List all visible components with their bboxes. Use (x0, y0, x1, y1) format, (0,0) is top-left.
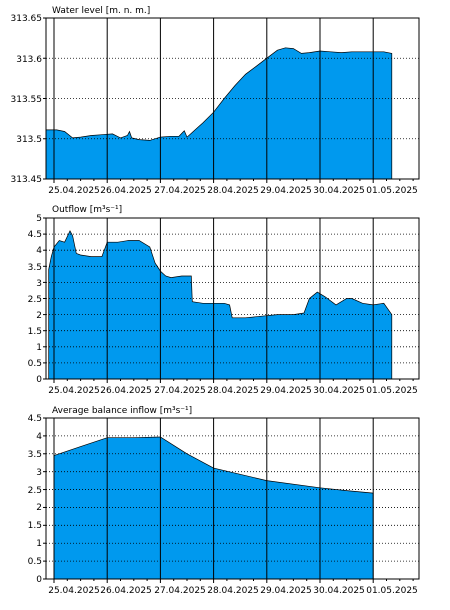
y-tick-label: 2 (36, 503, 42, 513)
x-tick-label: 01.05.2025 (366, 186, 418, 196)
y-tick-label: 1 (36, 343, 42, 353)
water-level-y-ticks: 313.45 313.5 313.55 313.6 313.65 (11, 14, 43, 185)
x-tick-label: 30.04.2025 (313, 586, 365, 596)
x-tick-label: 27.04.2025 (154, 586, 206, 596)
y-tick-label: 1 (36, 539, 42, 549)
x-tick-label: 29.04.2025 (260, 186, 312, 196)
x-tick-label: 26.04.2025 (100, 186, 152, 196)
series-area (48, 230, 393, 380)
y-tick-label: 313.5 (16, 135, 42, 145)
chart-outflow: Outflow [m³s⁻¹] 0 0.5 1 1.5 2 2.5 3 3.5 … (28, 205, 420, 396)
x-tick-label: 29.04.2025 (260, 386, 312, 396)
y-tick-label: 0.5 (28, 359, 42, 369)
x-tick-label: 26.04.2025 (100, 586, 152, 596)
y-tick-label: 1.5 (28, 327, 42, 337)
x-tick-label: 25.04.2025 (48, 186, 100, 196)
chart-average-balance-inflow: Average balance inflow [m³s⁻¹] 0 0.5 1 1… (28, 406, 420, 596)
inflow-y-ticks: 0 0.5 1 1.5 2 2.5 3 3.5 4 4.5 (28, 414, 43, 585)
x-tick-label: 25.04.2025 (48, 386, 100, 396)
inflow-title: Average balance inflow [m³s⁻¹] (52, 406, 192, 416)
y-tick-label: 313.65 (11, 14, 43, 24)
x-tick-label: 29.04.2025 (260, 586, 312, 596)
y-tick-label: 5 (36, 214, 42, 224)
water-level-x-ticks: 25.04.2025 26.04.2025 27.04.2025 28.04.2… (48, 186, 418, 196)
y-tick-label: 4.5 (28, 230, 42, 240)
x-tick-label: 30.04.2025 (313, 386, 365, 396)
x-tick-label: 01.05.2025 (366, 386, 418, 396)
x-tick-label: 25.04.2025 (48, 586, 100, 596)
chart-water-level: Water level [m. n. m.] 313.45 313.5 313.… (11, 6, 420, 196)
y-tick-label: 3 (36, 279, 42, 289)
x-tick-label: 01.05.2025 (366, 586, 418, 596)
x-tick-label: 26.04.2025 (100, 386, 152, 396)
y-tick-label: 3.5 (28, 263, 42, 273)
x-tick-label: 27.04.2025 (154, 186, 206, 196)
y-tick-label: 4 (36, 432, 42, 442)
inflow-x-ticks: 25.04.2025 26.04.2025 27.04.2025 28.04.2… (48, 586, 418, 596)
outflow-x-ticks: 25.04.2025 26.04.2025 27.04.2025 28.04.2… (48, 386, 418, 396)
water-level-title: Water level [m. n. m.] (52, 6, 150, 16)
plot-frame (45, 17, 420, 180)
x-tick-label: 27.04.2025 (154, 386, 206, 396)
y-tick-label: 0 (36, 575, 42, 585)
y-tick-label: 313.45 (11, 175, 43, 185)
plot-frame (45, 417, 420, 580)
y-tick-label: 1.5 (28, 521, 42, 531)
y-tick-label: 2 (36, 311, 42, 321)
y-tick-label: 2.5 (28, 486, 42, 496)
outflow-y-ticks: 0 0.5 1 1.5 2 2.5 3 3.5 4 4.5 5 (28, 214, 43, 385)
x-tick-label: 28.04.2025 (207, 586, 259, 596)
x-tick-label: 28.04.2025 (207, 386, 259, 396)
outflow-title: Outflow [m³s⁻¹] (52, 205, 122, 215)
x-tick-label: 28.04.2025 (207, 186, 259, 196)
y-tick-label: 313.6 (16, 55, 42, 65)
y-tick-label: 3.5 (28, 450, 42, 460)
y-tick-label: 0 (36, 375, 42, 385)
y-tick-label: 313.55 (11, 95, 43, 105)
y-tick-label: 0.5 (28, 557, 42, 567)
y-tick-label: 4 (36, 246, 42, 256)
y-tick-label: 4.5 (28, 414, 42, 424)
y-tick-label: 2.5 (28, 295, 42, 305)
x-tick-label: 30.04.2025 (313, 186, 365, 196)
plot-frame (45, 217, 420, 380)
y-tick-label: 3 (36, 468, 42, 478)
